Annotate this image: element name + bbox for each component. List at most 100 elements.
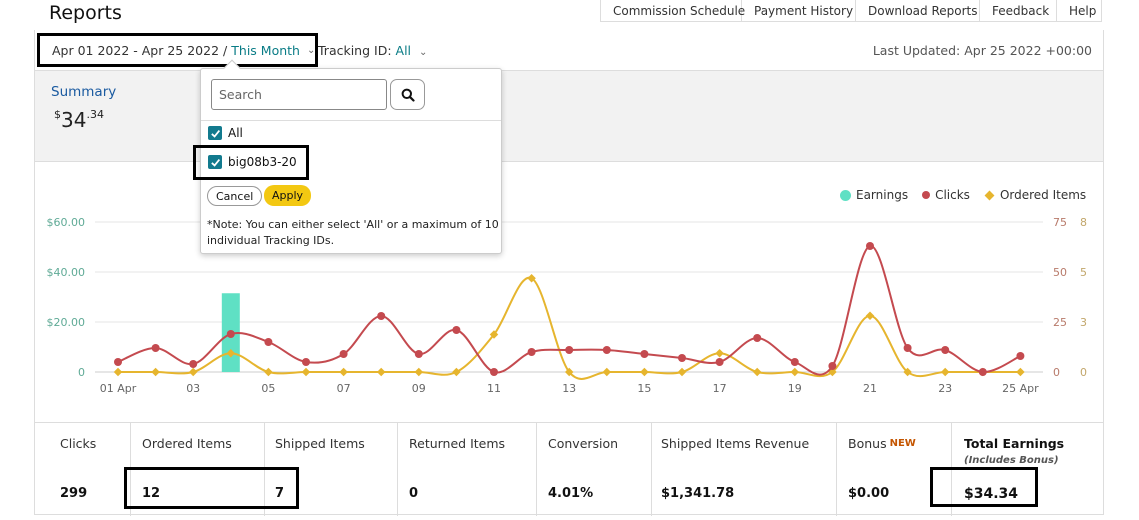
ordered-items-point	[339, 367, 348, 377]
legend-earnings[interactable]: Earnings	[840, 188, 908, 202]
option-all[interactable]: All	[208, 126, 243, 140]
stat-returned-items: Returned Items 0	[398, 423, 537, 516]
stat-label: Returned Items	[409, 436, 506, 451]
ordered-items-point	[940, 367, 950, 377]
clicks-point	[114, 358, 122, 366]
y-axis-tick-label: 75	[1053, 216, 1067, 229]
clicks-point	[753, 334, 762, 342]
y-axis-tick-label: 3	[1080, 316, 1087, 329]
search-button[interactable]	[390, 79, 425, 110]
search-icon	[401, 88, 415, 102]
legend-clicks-label: Clicks	[935, 188, 970, 202]
clicks-point	[339, 350, 348, 358]
clicks-point	[640, 350, 649, 358]
date-range-selector[interactable]: Apr 01 2022 - Apr 25 2022 / This Month ⌄	[37, 33, 318, 67]
summary-whole: 34	[61, 108, 87, 132]
tab-payment-history[interactable]: Payment History	[742, 0, 856, 22]
last-updated: Last Updated: Apr 25 2022 +00:00	[872, 43, 1092, 58]
stat-label: Conversion	[548, 436, 619, 451]
tracking-id-label: Tracking ID:	[318, 43, 392, 58]
page-title: Reports	[49, 2, 122, 24]
checkbox-big08b3-20[interactable]	[208, 155, 222, 169]
clicks-point	[302, 358, 310, 366]
x-axis-tick-label: 05	[261, 382, 275, 395]
clicks-point	[1016, 352, 1025, 360]
chevron-down-icon: ⌄	[419, 47, 428, 58]
top-tabs: Commission Schedule Payment History Down…	[600, 0, 1102, 22]
report-frame	[34, 30, 1104, 515]
clicks-point	[866, 242, 874, 250]
y-axis-tick-label: 0	[78, 366, 85, 379]
clicks-line	[117, 245, 1021, 376]
stat-value: 0	[409, 486, 419, 501]
x-axis-tick-label: 25 Apr	[1002, 382, 1039, 395]
tab-help[interactable]: Help	[1057, 0, 1102, 22]
clicks-point	[490, 368, 498, 376]
chart-legend: Earnings Clicks Ordered Items	[840, 188, 1086, 202]
clicks-point	[452, 326, 461, 334]
clicks-point	[903, 344, 912, 352]
stat-value: $1,341.78	[661, 486, 735, 501]
ordered-items-point	[677, 367, 687, 377]
ordered-items-point	[226, 349, 236, 358]
stat-label: Total Earnings	[964, 436, 1065, 451]
stat-value: 7	[275, 486, 285, 501]
legend-ordered-items[interactable]: Ordered Items	[984, 188, 1086, 202]
clicks-point	[264, 338, 273, 346]
clicks-point	[941, 346, 950, 354]
tracking-id-dropdown: All big08b3-20 Cancel Apply *Note: You c…	[193, 59, 502, 254]
checkbox-all[interactable]	[208, 126, 222, 140]
stat-label: Shipped Items	[275, 436, 365, 451]
clicks-point	[565, 346, 574, 354]
ordered-items-swatch	[984, 190, 995, 200]
stat-label: Bonus NEW	[848, 436, 916, 451]
chevron-down-icon: ⌄	[306, 44, 316, 56]
legend-ordered-items-label: Ordered Items	[999, 188, 1087, 202]
clicks-point	[715, 358, 724, 366]
tab-download-reports[interactable]: Download Reports	[856, 0, 980, 22]
legend-earnings-label: Earnings	[856, 188, 909, 202]
summary-label[interactable]: Summary	[51, 84, 117, 100]
y-axis-tick-label: $40.00	[47, 266, 86, 279]
period-label: This Month	[231, 42, 300, 58]
clicks-point	[978, 368, 987, 376]
stat-bonus-label: Bonus	[848, 436, 887, 451]
x-axis-tick-label: 19	[788, 382, 802, 395]
ordered-items-point	[113, 367, 123, 377]
stats-row: Clicks 299 Ordered Items 12 Shipped Item…	[35, 422, 1103, 516]
ordered-items-point	[790, 367, 800, 377]
tracking-id-selector[interactable]: Tracking ID: All ⌄	[318, 43, 427, 58]
x-axis-tick-label: 07	[337, 382, 351, 395]
y-axis-tick-label: $60.00	[47, 216, 86, 229]
tracking-id-value: All	[395, 43, 412, 58]
ordered-items-point	[903, 367, 912, 377]
x-axis-tick-label: 23	[938, 382, 952, 395]
ordered-items-line	[118, 276, 1021, 380]
tab-commission-schedule[interactable]: Commission Schedule	[601, 0, 745, 22]
highlight-box	[124, 467, 299, 509]
summary-currency: $	[54, 108, 61, 121]
ordered-items-point	[414, 367, 424, 377]
legend-clicks[interactable]: Clicks	[922, 188, 970, 202]
option-big08b3-20-label: big08b3-20	[228, 155, 297, 169]
tab-feedback[interactable]: Feedback	[980, 0, 1057, 22]
search-input[interactable]	[211, 79, 387, 110]
highlight-box	[930, 467, 1038, 507]
stat-label: Ordered Items	[142, 436, 232, 451]
ordered-items-point	[1016, 367, 1025, 377]
stat-shipped-revenue: Shipped Items Revenue $1,341.78	[652, 423, 837, 516]
earnings-swatch	[840, 189, 851, 201]
dropdown-divider	[201, 120, 501, 121]
option-big08b3-20[interactable]: big08b3-20	[208, 155, 297, 169]
cancel-button[interactable]: Cancel	[207, 186, 263, 206]
clicks-point	[226, 330, 235, 338]
x-axis-tick-label: 15	[637, 382, 651, 395]
stat-total-earnings: Total Earnings (Includes Bonus) $34.34	[952, 423, 1103, 516]
x-axis-tick-label: 17	[713, 382, 727, 395]
ordered-items-point	[564, 367, 574, 377]
clicks-point	[678, 354, 686, 362]
clicks-point	[377, 312, 386, 320]
check-icon	[210, 129, 220, 138]
apply-button[interactable]: Apply	[264, 185, 312, 206]
summary-cents: .34	[86, 108, 104, 121]
